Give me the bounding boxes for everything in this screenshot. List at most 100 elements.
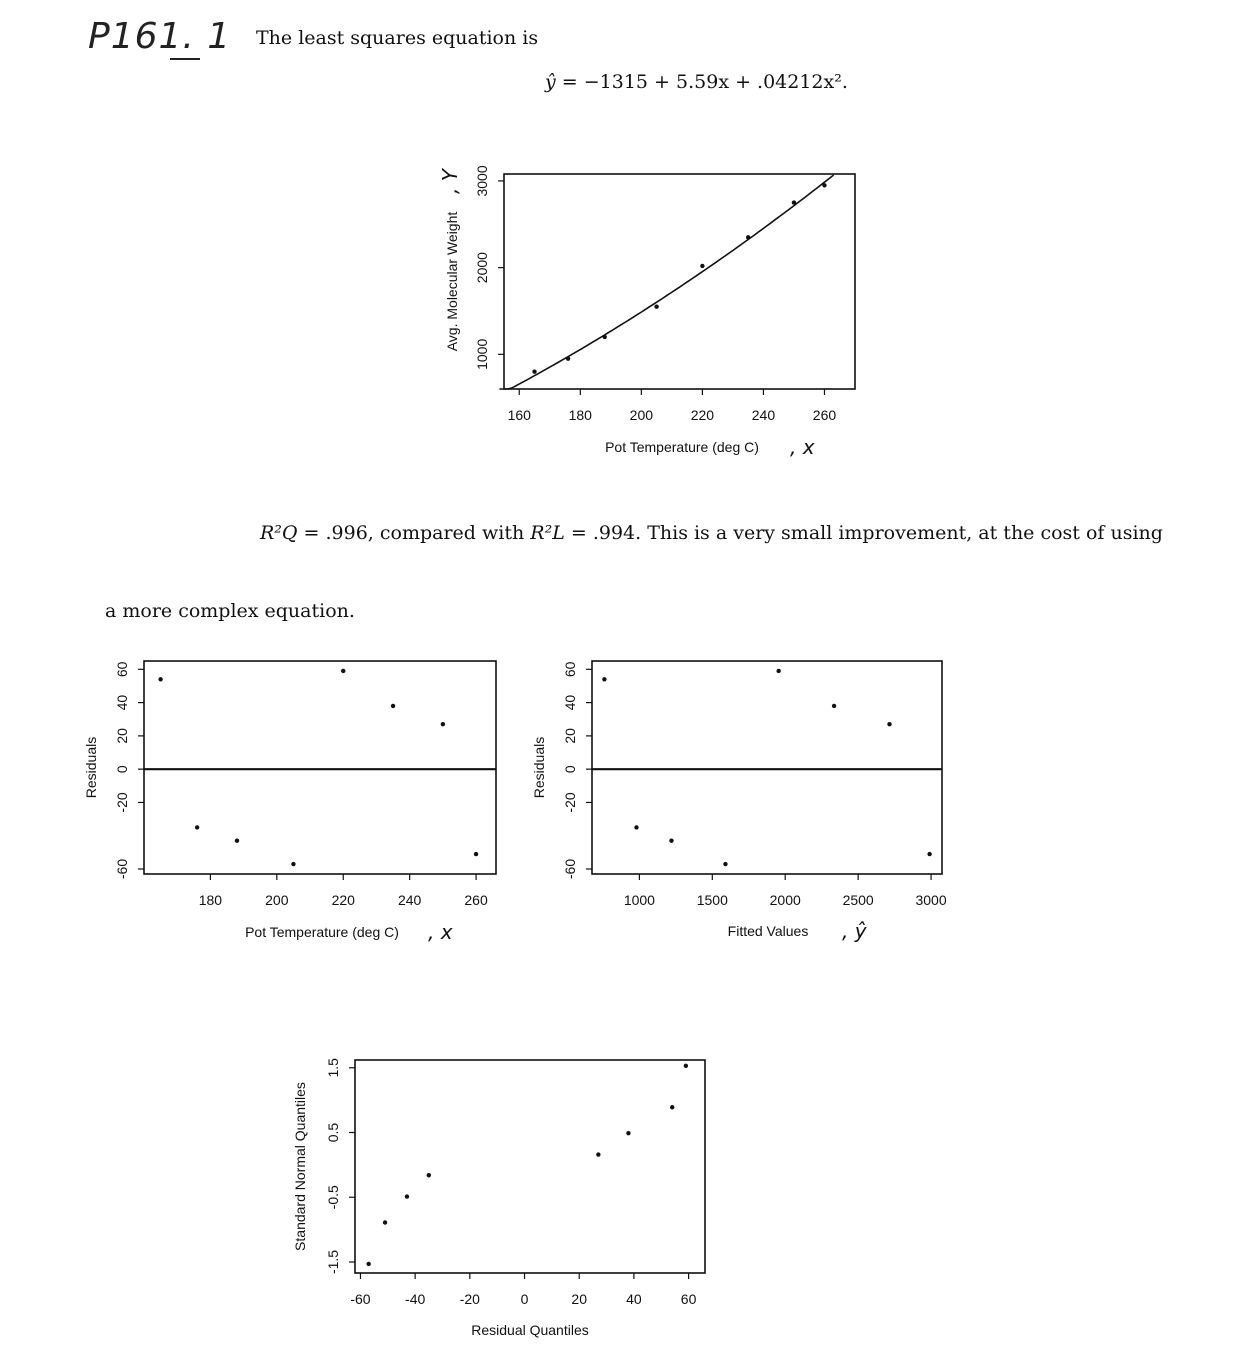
problem-label: P161. 1: [88, 16, 232, 57]
data-point: [366, 1261, 371, 1267]
y-tick-label: 20: [562, 728, 578, 744]
x-tick-label: -60: [350, 1291, 370, 1307]
data-point: [669, 1105, 675, 1110]
y-tick-label: 40: [562, 695, 578, 711]
x-tick-label: 1000: [624, 892, 655, 908]
data-point: [887, 722, 892, 727]
fit-curve-chart: 160 180 200 220 240 260 1000 2000 3000 Pot Temper…: [438, 165, 856, 459]
x-axis-handwritten-note: , x: [428, 920, 453, 944]
y-axis-label: Avg. Molecular Weight: [444, 212, 460, 352]
data-point: [234, 838, 240, 843]
y-tick-label: 2000: [474, 252, 490, 283]
data-point: [669, 838, 674, 843]
y-tick-label: 3000: [474, 165, 490, 196]
y-tick-label: -0.5: [325, 1185, 341, 1209]
data-point: [426, 1173, 432, 1178]
data-point: [723, 861, 728, 867]
plot-frame: [591, 660, 943, 875]
x-tick-label: 240: [752, 407, 776, 423]
continuation-text: a more complex equation.: [105, 600, 355, 622]
x-tick-label: 200: [630, 407, 654, 423]
r-squared-text-1: = .996, compared with: [303, 522, 525, 544]
data-point: [596, 1152, 601, 1157]
data-point: [700, 263, 705, 269]
y-tick-label: 1000: [474, 339, 490, 370]
normal-quantile-chart: -60 -40 -20 0 20 40 60 1.5 0.5 -0.5 -1.5 Residual Q…: [292, 1058, 706, 1338]
r-squared-line: R²Q = .996, compared with R²L = .994. Th…: [260, 522, 1163, 544]
y-axis-label: Standard Normal Quantiles: [292, 1082, 308, 1251]
y-tick-label: -60: [562, 859, 578, 879]
data-point: [831, 703, 837, 709]
y-axis-label: Residuals: [531, 737, 547, 798]
fitted-quadratic-curve: [499, 174, 835, 390]
y-tick-label: 60: [562, 661, 578, 677]
x-axis-label: Residual Quantiles: [471, 1322, 589, 1338]
x-tick-label: 220: [691, 407, 715, 423]
x-tick-label: 0: [521, 1291, 529, 1307]
x-tick-label: 180: [569, 407, 593, 423]
x-tick-label: 240: [398, 892, 422, 908]
y-tick-label: 0.5: [325, 1123, 341, 1143]
data-point: [158, 677, 163, 682]
x-axis-handwritten-note: , x: [790, 435, 815, 459]
data-point: [382, 1220, 388, 1225]
x-tick-label: -20: [460, 1291, 480, 1307]
y-tick-label: -1.5: [325, 1250, 341, 1274]
x-tick-label: 40: [626, 1291, 642, 1307]
plot-frame: [354, 1059, 706, 1274]
data-point: [291, 861, 296, 867]
data-point: [683, 1063, 689, 1069]
x-tick-label: 260: [464, 892, 488, 908]
data-point: [745, 235, 751, 240]
y-tick-label: 0: [562, 765, 578, 773]
x-tick-label: 1500: [697, 892, 728, 908]
r-squared-quadratic: R²Q: [260, 522, 298, 544]
x-tick-label: 160: [508, 407, 532, 423]
data-point: [654, 304, 659, 309]
intro-text: The least squares equation is: [256, 27, 539, 49]
data-point: [791, 200, 797, 205]
plot-frame: [503, 173, 856, 390]
data-point: [634, 825, 639, 830]
x-tick-label: 60: [681, 1291, 697, 1307]
x-tick-label: 2500: [843, 892, 874, 908]
residuals-vs-fitted-chart: 1000 1500 2000 2500 3000 60 40 20 0 -20 -60 Fitted …: [531, 660, 947, 943]
x-tick-label: 220: [332, 892, 356, 908]
y-tick-label: 20: [114, 728, 130, 744]
data-point: [565, 356, 571, 361]
data-point: [390, 703, 396, 709]
x-axis-label: Pot Temperature (deg C): [245, 924, 399, 940]
data-point: [404, 1194, 410, 1199]
x-tick-label: -40: [405, 1291, 425, 1307]
x-axis-label: Pot Temperature (deg C): [605, 439, 759, 455]
y-tick-label: -60: [114, 859, 130, 879]
x-tick-label: 20: [571, 1291, 587, 1307]
y-axis-label: Residuals: [83, 737, 99, 798]
data-point: [194, 825, 200, 830]
y-tick-label: 40: [114, 695, 130, 711]
data-point: [626, 1130, 631, 1136]
y-tick-label: 60: [114, 661, 130, 677]
y-tick-label: -20: [562, 792, 578, 812]
x-tick-label: 2000: [770, 892, 801, 908]
y-tick-label: -20: [114, 792, 130, 812]
problem-label-underline: [170, 58, 200, 60]
data-point: [473, 851, 479, 857]
y-tick-label: 1.5: [325, 1058, 341, 1078]
data-point: [822, 183, 827, 188]
data-point: [341, 668, 346, 674]
data-point: [440, 722, 446, 727]
x-axis-handwritten-note: , ŷ: [842, 919, 868, 943]
x-tick-label: 3000: [915, 892, 946, 908]
x-tick-label: 180: [199, 892, 223, 908]
y-axis-handwritten-note: , Y: [438, 167, 462, 194]
data-point: [927, 851, 932, 857]
plot-frame: [143, 660, 497, 875]
r-squared-linear: R²L: [530, 522, 565, 544]
data-point: [532, 369, 537, 374]
data-point: [602, 334, 607, 340]
x-tick-label: 260: [813, 407, 837, 423]
data-point: [602, 677, 607, 682]
